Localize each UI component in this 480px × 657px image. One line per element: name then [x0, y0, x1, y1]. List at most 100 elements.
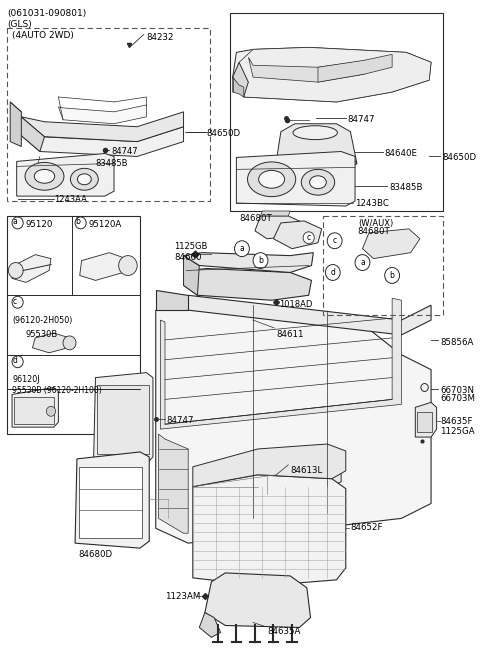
Polygon shape [415, 402, 437, 437]
Text: b: b [75, 217, 80, 227]
Text: a: a [240, 244, 244, 253]
Text: 1125GB: 1125GB [174, 242, 208, 251]
Circle shape [63, 336, 76, 350]
Text: 84747: 84747 [348, 115, 375, 124]
Ellipse shape [301, 170, 335, 195]
Text: 84660: 84660 [174, 253, 202, 261]
Text: 83485B: 83485B [96, 160, 128, 168]
Ellipse shape [34, 170, 55, 183]
Text: 84613L: 84613L [290, 466, 323, 475]
Text: b: b [258, 256, 263, 265]
Text: 1243AA: 1243AA [54, 195, 86, 204]
Text: 1018AD: 1018AD [279, 300, 312, 309]
Polygon shape [10, 102, 21, 147]
Text: 84747: 84747 [167, 417, 194, 425]
Text: 1123AM: 1123AM [165, 592, 200, 600]
Text: 84635A: 84635A [267, 627, 300, 637]
Polygon shape [94, 373, 153, 464]
Bar [7, 216, 140, 434]
Circle shape [47, 406, 56, 417]
Polygon shape [183, 269, 312, 300]
Polygon shape [75, 452, 149, 548]
Bar [323, 216, 443, 315]
Polygon shape [17, 117, 45, 152]
Circle shape [235, 240, 250, 257]
Polygon shape [17, 154, 114, 196]
Text: (4AUTO 2WD): (4AUTO 2WD) [12, 30, 74, 39]
Text: 95120: 95120 [26, 220, 53, 229]
Ellipse shape [71, 168, 98, 190]
Polygon shape [236, 152, 355, 206]
Polygon shape [183, 256, 199, 295]
Polygon shape [276, 156, 357, 176]
Polygon shape [233, 62, 249, 97]
Text: (96120-2H050): (96120-2H050) [12, 316, 72, 325]
Text: 84652F: 84652F [350, 524, 383, 532]
Polygon shape [183, 253, 313, 273]
Text: b: b [390, 271, 395, 280]
Circle shape [355, 255, 370, 271]
Text: 66703N: 66703N [440, 386, 474, 394]
Ellipse shape [25, 162, 64, 190]
Bar [417, 413, 432, 432]
Circle shape [8, 263, 23, 279]
Text: 1243BC: 1243BC [355, 199, 389, 208]
Text: 84650D: 84650D [207, 129, 241, 138]
Text: 66703M: 66703M [440, 394, 475, 403]
Circle shape [384, 267, 399, 283]
Polygon shape [12, 388, 59, 427]
Text: 84635F: 84635F [440, 417, 473, 426]
Polygon shape [205, 573, 311, 627]
Text: d: d [12, 356, 17, 365]
Ellipse shape [248, 162, 296, 196]
Circle shape [12, 296, 23, 308]
Polygon shape [261, 211, 290, 216]
Text: (GLS): (GLS) [7, 20, 32, 29]
Circle shape [325, 265, 340, 281]
Polygon shape [188, 295, 431, 335]
Polygon shape [80, 253, 126, 281]
Bar [7, 28, 209, 201]
Polygon shape [158, 434, 188, 533]
Text: a: a [12, 217, 17, 227]
Circle shape [75, 217, 86, 229]
Text: 84650D: 84650D [442, 154, 476, 162]
Circle shape [12, 356, 23, 368]
Circle shape [421, 415, 428, 423]
Text: 84640E: 84640E [384, 148, 418, 158]
Circle shape [119, 256, 137, 275]
Text: 95530B (96120-2H100): 95530B (96120-2H100) [12, 386, 102, 394]
Text: (W/AUX): (W/AUX) [358, 219, 393, 228]
Ellipse shape [293, 125, 337, 139]
Circle shape [303, 232, 314, 244]
Text: c: c [333, 237, 336, 245]
Bar [14, 397, 54, 424]
Text: 95530B: 95530B [26, 330, 58, 339]
Polygon shape [59, 105, 146, 124]
Circle shape [12, 217, 23, 229]
Text: (061031-090801): (061031-090801) [7, 9, 87, 18]
Polygon shape [160, 298, 401, 429]
Circle shape [253, 253, 268, 269]
Text: 84680T: 84680T [239, 214, 272, 223]
Polygon shape [12, 255, 51, 283]
Text: d: d [330, 268, 335, 277]
Polygon shape [255, 216, 301, 238]
Text: 96120J: 96120J [12, 374, 39, 384]
Ellipse shape [77, 174, 91, 185]
Polygon shape [17, 117, 183, 156]
Text: 84232: 84232 [146, 33, 174, 41]
Polygon shape [193, 444, 346, 487]
Polygon shape [249, 57, 369, 82]
Text: 83485B: 83485B [389, 183, 423, 193]
Text: 84747: 84747 [111, 147, 138, 156]
Text: a: a [360, 258, 365, 267]
Circle shape [327, 233, 342, 249]
Ellipse shape [259, 170, 285, 188]
Text: 84680T: 84680T [358, 227, 391, 236]
Text: c: c [307, 233, 311, 242]
Polygon shape [362, 229, 420, 259]
Polygon shape [239, 47, 431, 102]
Bar [230, 12, 443, 211]
Circle shape [421, 384, 428, 392]
